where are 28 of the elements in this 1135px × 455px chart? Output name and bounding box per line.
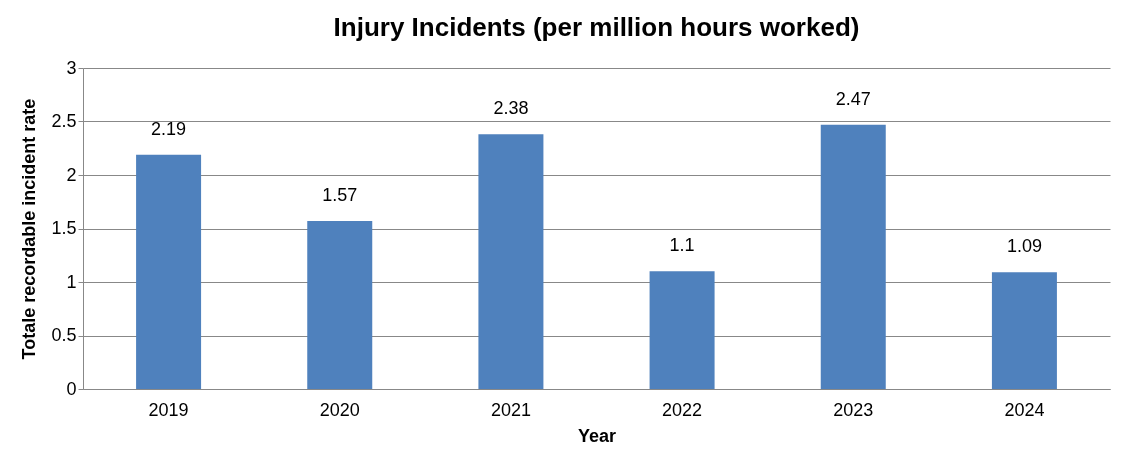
data-label: 1.57 — [322, 185, 358, 206]
x-tick-label: 2019 — [148, 399, 189, 420]
y-tick-label: 1 — [66, 271, 77, 292]
x-tick-label: 2021 — [490, 399, 531, 420]
bar — [991, 272, 1057, 389]
bar — [478, 134, 544, 389]
y-tick-label: 0 — [66, 378, 77, 399]
y-tick-label: 1.5 — [51, 218, 77, 238]
data-label: 2.19 — [151, 118, 187, 139]
bar — [649, 271, 715, 389]
y-tick-label: 2.5 — [51, 111, 77, 131]
bar — [820, 124, 886, 389]
data-label: 1.09 — [1006, 236, 1042, 257]
y-axis-title: Totale recordable incident rate — [19, 98, 40, 360]
y-tick-label: 0.5 — [51, 325, 77, 345]
x-tick-label: 2020 — [319, 399, 360, 420]
x-tick-label: 2022 — [662, 399, 703, 420]
x-tick-label: 2023 — [833, 399, 874, 420]
y-tick-label: 3 — [66, 57, 77, 78]
bar — [136, 154, 202, 389]
data-label: 2.38 — [493, 98, 529, 119]
data-label: 1.1 — [669, 235, 695, 256]
data-label: 2.47 — [835, 88, 871, 109]
x-tick-label: 2024 — [1004, 399, 1045, 420]
bar — [307, 221, 373, 389]
y-tick-label: 2 — [66, 164, 77, 185]
x-axis-title: Year — [577, 425, 617, 446]
chart-title: Injury Incidents (per million hours worked) — [333, 12, 860, 42]
